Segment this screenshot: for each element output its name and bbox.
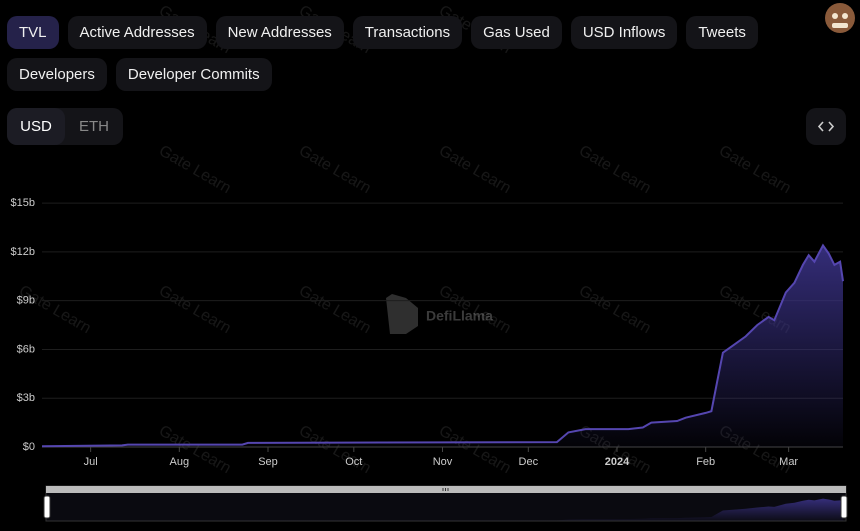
tab[interactable]: TVL (7, 16, 59, 49)
y-tick-label: $0 (23, 441, 35, 453)
tab[interactable]: Developer Commits (115, 58, 272, 91)
tab[interactable]: Tweets (686, 16, 758, 49)
brush-grip (442, 488, 449, 491)
tab[interactable]: Developers (7, 58, 107, 91)
tab-row: TVL Active Addresses New Addresses Transact… (7, 16, 758, 49)
overlay-watermark: Gate Learn (436, 422, 514, 477)
x-tick-label: Oct (345, 456, 362, 468)
overlay-watermark: Gate Learn (156, 422, 234, 477)
tab[interactable]: Gas Used (471, 16, 562, 49)
embed-button[interactable] (806, 108, 846, 145)
area (42, 498, 843, 521)
y-tick-label: $9b (17, 295, 35, 307)
tab[interactable]: USD Inflows (570, 16, 678, 49)
overlay-watermark: Gate Learn (716, 142, 794, 197)
area (42, 245, 843, 447)
x-tick-label: 2024 (605, 456, 630, 468)
watermark-logo (386, 294, 418, 334)
overlay-watermark: Gate Learn (296, 422, 374, 477)
x-tick-label: Jul (84, 456, 98, 468)
tab-row: Developers Developer Commits (7, 58, 272, 91)
currency-toggle: USD ETH (7, 108, 123, 145)
y-tick-label: $12b (11, 246, 35, 258)
y-tick-label: $15b (11, 197, 35, 209)
overlay-watermark: Gate Learn (436, 142, 514, 197)
overlay-watermark: Gate Learn (576, 282, 654, 337)
y-tick-label: $6b (17, 343, 35, 355)
overlay-watermark: Gate Learn (296, 142, 374, 197)
y-tick-label: $3b (17, 392, 35, 404)
overlay-watermark: Gate Learn (156, 142, 234, 197)
x-tick-label: Aug (170, 456, 190, 468)
watermark-text: DefiLlama (426, 308, 493, 324)
brush-handle (43, 495, 51, 519)
x-tick-label: Dec (519, 456, 539, 468)
tab[interactable]: Transactions (352, 16, 463, 49)
brush-handle (840, 495, 848, 519)
x-tick-label: Sep (258, 456, 278, 468)
tab[interactable]: Active Addresses (67, 16, 207, 49)
avatar[interactable] (822, 0, 858, 34)
overlay-watermark: Gate Learn (16, 282, 94, 337)
x-tick-label: Mar (779, 456, 798, 468)
overlay-watermark: Gate Learn (576, 142, 654, 197)
toggle-option[interactable]: USD (7, 108, 65, 145)
line (41, 243, 844, 448)
toggle-option[interactable]: ETH (79, 118, 109, 135)
overlay-watermark: Gate Learn (296, 282, 374, 337)
x-tick-label: Nov (433, 456, 453, 468)
x-tick-label: Feb (696, 456, 715, 468)
embed-icon (817, 121, 835, 132)
overlay-watermark: Gate Learn (156, 282, 234, 337)
defillama-watermark: DefiLlama (386, 294, 493, 334)
tab[interactable]: New Addresses (215, 16, 344, 49)
